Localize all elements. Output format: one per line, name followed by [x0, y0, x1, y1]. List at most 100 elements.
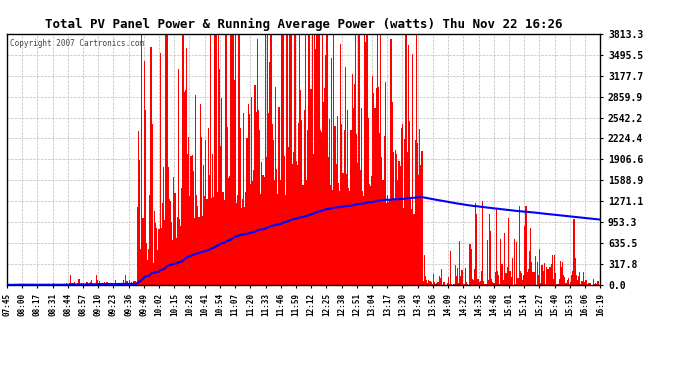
- Bar: [161, 228, 162, 285]
- Bar: [559, 279, 560, 285]
- Bar: [386, 203, 387, 285]
- Bar: [150, 47, 152, 285]
- Bar: [446, 284, 448, 285]
- Bar: [275, 87, 276, 285]
- Bar: [283, 34, 284, 285]
- Bar: [302, 184, 304, 285]
- Bar: [108, 282, 109, 285]
- Bar: [277, 194, 279, 285]
- Bar: [554, 255, 555, 285]
- Bar: [304, 110, 305, 285]
- Bar: [168, 199, 170, 285]
- Bar: [326, 34, 328, 285]
- Bar: [243, 113, 244, 285]
- Bar: [201, 137, 202, 285]
- Bar: [157, 250, 159, 285]
- Bar: [88, 283, 90, 285]
- Bar: [219, 69, 220, 285]
- Bar: [264, 177, 265, 285]
- Bar: [239, 128, 241, 285]
- Bar: [36, 284, 37, 285]
- Bar: [467, 284, 469, 285]
- Bar: [233, 34, 234, 285]
- Bar: [486, 240, 488, 285]
- Bar: [235, 34, 236, 285]
- Bar: [393, 152, 394, 285]
- Bar: [547, 268, 549, 285]
- Bar: [464, 284, 465, 285]
- Bar: [232, 34, 233, 285]
- Bar: [86, 282, 88, 285]
- Bar: [346, 174, 347, 285]
- Bar: [497, 272, 498, 285]
- Bar: [135, 282, 137, 285]
- Bar: [217, 192, 218, 285]
- Bar: [195, 95, 196, 285]
- Bar: [226, 34, 227, 285]
- Bar: [342, 173, 344, 285]
- Bar: [428, 280, 429, 285]
- Title: Total PV Panel Power & Running Average Power (watts) Thu Nov 22 16:26: Total PV Panel Power & Running Average P…: [45, 18, 562, 31]
- Bar: [433, 273, 434, 285]
- Bar: [362, 191, 363, 285]
- Bar: [91, 280, 92, 285]
- Bar: [582, 272, 584, 285]
- Bar: [448, 284, 450, 285]
- Bar: [137, 207, 138, 285]
- Bar: [179, 219, 180, 285]
- Bar: [14, 284, 15, 285]
- Bar: [363, 196, 364, 285]
- Bar: [457, 268, 458, 285]
- Bar: [115, 279, 116, 285]
- Bar: [144, 61, 145, 285]
- Bar: [170, 201, 171, 285]
- Bar: [237, 195, 239, 285]
- Bar: [352, 74, 353, 285]
- Bar: [403, 208, 404, 285]
- Bar: [225, 34, 226, 285]
- Bar: [70, 275, 72, 285]
- Bar: [509, 271, 511, 285]
- Bar: [498, 275, 499, 285]
- Bar: [192, 155, 193, 285]
- Bar: [424, 255, 425, 285]
- Bar: [258, 110, 259, 285]
- Bar: [72, 284, 74, 285]
- Bar: [132, 284, 133, 285]
- Bar: [397, 180, 399, 285]
- Bar: [119, 284, 121, 285]
- Bar: [538, 275, 539, 285]
- Bar: [473, 280, 474, 285]
- Bar: [107, 282, 108, 285]
- Bar: [444, 282, 445, 285]
- Bar: [156, 228, 157, 285]
- Bar: [371, 176, 372, 285]
- Bar: [419, 129, 420, 285]
- Bar: [75, 284, 76, 285]
- Bar: [245, 192, 246, 285]
- Bar: [317, 34, 319, 285]
- Bar: [505, 273, 506, 285]
- Bar: [178, 69, 179, 285]
- Bar: [122, 284, 123, 285]
- Bar: [236, 203, 237, 285]
- Bar: [188, 137, 189, 285]
- Bar: [180, 226, 181, 285]
- Bar: [399, 160, 400, 285]
- Bar: [422, 281, 424, 285]
- Bar: [521, 273, 522, 285]
- Bar: [117, 284, 119, 285]
- Bar: [67, 284, 68, 285]
- Bar: [502, 280, 504, 285]
- Bar: [218, 34, 219, 285]
- Bar: [248, 114, 250, 285]
- Bar: [585, 280, 586, 285]
- Bar: [100, 284, 101, 285]
- Bar: [413, 214, 415, 285]
- Bar: [253, 170, 255, 285]
- Bar: [431, 282, 432, 285]
- Bar: [141, 34, 142, 285]
- Bar: [229, 176, 230, 285]
- Bar: [95, 275, 97, 285]
- Bar: [469, 244, 471, 285]
